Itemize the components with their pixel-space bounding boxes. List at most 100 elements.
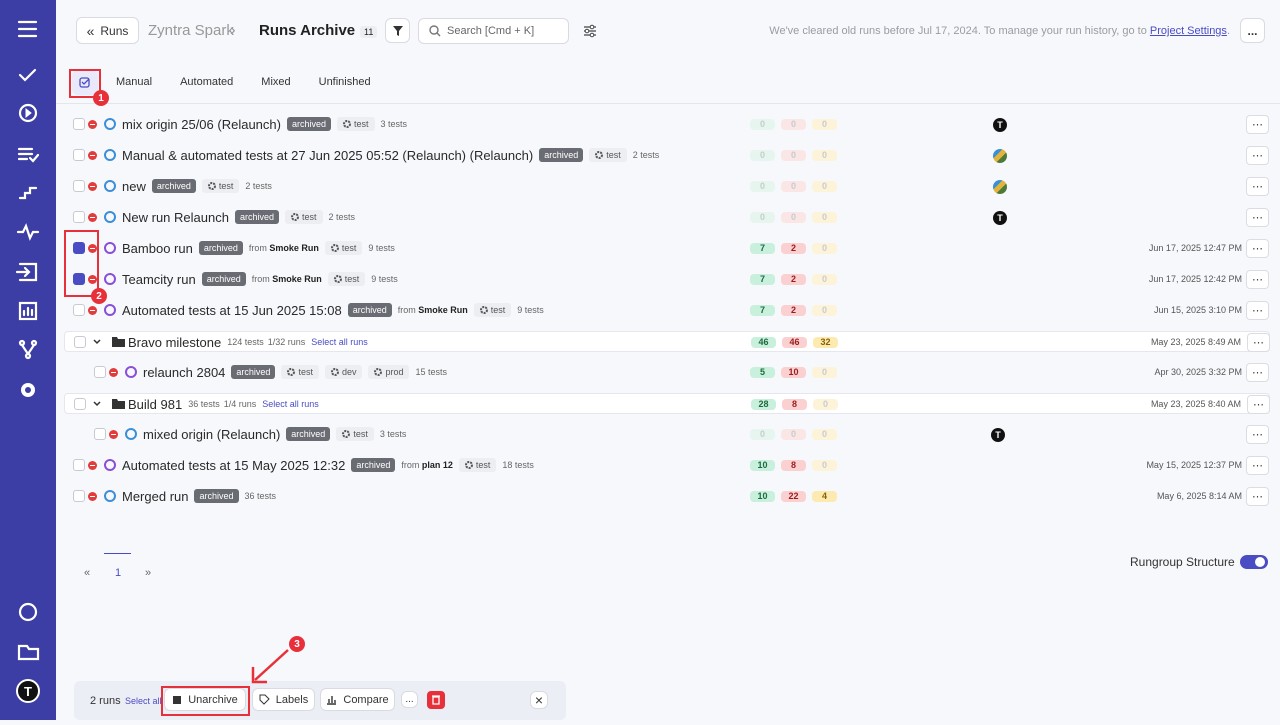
labels-button[interactable]: Labels xyxy=(252,688,315,711)
row-more[interactable]: ⋯ xyxy=(1246,176,1269,196)
row-more[interactable]: ⋯ xyxy=(1246,114,1269,134)
checkbox[interactable] xyxy=(94,428,106,440)
tab[interactable]: Automated xyxy=(180,76,234,88)
run-date: Jun 17, 2025 12:47 PM xyxy=(1148,242,1242,253)
result-count: 5 xyxy=(750,366,775,378)
status-icon xyxy=(88,119,97,129)
row-more[interactable]: ⋯ xyxy=(1246,269,1269,289)
checkbox[interactable] xyxy=(73,242,85,254)
delete-button[interactable] xyxy=(427,691,445,709)
selected-count: 2 runs xyxy=(90,695,121,707)
row-more[interactable]: ⋯ xyxy=(1246,362,1269,382)
settings-sliders[interactable] xyxy=(583,24,597,38)
run-name[interactable]: new xyxy=(122,178,146,194)
avatar: T xyxy=(993,118,1007,132)
back-button[interactable]: «Runs xyxy=(76,17,139,44)
gear-icon xyxy=(479,306,488,314)
run-type-icon xyxy=(104,242,116,254)
status-badge: archived xyxy=(198,241,243,255)
gear-icon xyxy=(343,120,351,128)
source-label: from xyxy=(397,305,416,315)
tab[interactable]: Manual xyxy=(116,76,153,88)
run-type-icon xyxy=(104,273,116,285)
row-content: Merged run archived 36 tests xyxy=(122,481,276,512)
header-more[interactable]: ... xyxy=(1240,18,1265,43)
run-name[interactable]: Teamcity run xyxy=(122,271,196,287)
result-count: 46 xyxy=(782,336,807,348)
prev-page[interactable]: « xyxy=(84,567,91,579)
run-name[interactable]: Build 981 xyxy=(128,396,183,412)
tag: prod xyxy=(368,365,410,379)
compare-button[interactable]: Compare xyxy=(320,688,395,711)
run-name[interactable]: Bamboo run xyxy=(122,240,193,256)
select-tab[interactable] xyxy=(72,70,98,95)
result-count: 0 xyxy=(812,242,837,254)
annotation-number: 2 xyxy=(91,288,107,304)
current-page[interactable]: 1 xyxy=(115,567,122,579)
project-name[interactable]: Zyntra Spark xyxy=(148,22,234,39)
gear-icon xyxy=(595,151,604,159)
status-badge: archived xyxy=(194,489,239,503)
unarchive-button[interactable]: Unarchive xyxy=(164,688,246,711)
run-name[interactable]: New run Relaunch xyxy=(122,209,229,225)
checkbox[interactable] xyxy=(73,304,85,316)
row-more[interactable]: ⋯ xyxy=(1246,238,1269,258)
bulk-more[interactable]: ... xyxy=(401,691,418,708)
gear-icon xyxy=(342,430,351,438)
checkbox[interactable] xyxy=(73,490,85,502)
row-more[interactable]: ⋯ xyxy=(1247,394,1270,414)
row-more[interactable]: ⋯ xyxy=(1246,207,1269,227)
next-page[interactable]: » xyxy=(145,567,152,579)
run-name[interactable]: mixed origin (Relaunch) xyxy=(143,426,281,442)
run-name[interactable]: Bravo milestone xyxy=(128,334,222,350)
row-more[interactable]: ⋯ xyxy=(1246,145,1269,165)
row-more[interactable]: ⋯ xyxy=(1247,332,1270,352)
checkbox[interactable] xyxy=(73,459,85,471)
checkbox[interactable] xyxy=(73,118,85,130)
page-title: Runs Archive xyxy=(259,22,356,39)
run-name[interactable]: Merged run xyxy=(122,488,189,504)
run-name[interactable]: relaunch 2804 xyxy=(143,364,226,380)
run-name[interactable]: Manual & automated tests at 27 Jun 2025 … xyxy=(122,147,534,163)
test-count: 124 tests xyxy=(227,337,264,347)
run-name[interactable]: mix origin 25/06 (Relaunch) xyxy=(122,116,281,132)
tag-label: test xyxy=(344,274,360,284)
checkbox[interactable] xyxy=(94,366,106,378)
checkbox[interactable] xyxy=(73,180,85,192)
rungroup-toggle[interactable] xyxy=(1240,555,1268,569)
source-name: Smoke Run xyxy=(269,243,319,253)
checkbox[interactable] xyxy=(73,149,85,161)
project-settings-link[interactable]: Project Settings xyxy=(1149,25,1227,37)
checkbox[interactable] xyxy=(73,273,85,285)
tag: test xyxy=(284,210,323,224)
labels-label: Labels xyxy=(275,693,309,706)
tag-label: test xyxy=(606,150,621,160)
row-more[interactable]: ⋯ xyxy=(1246,486,1269,506)
result-count: 0 xyxy=(812,149,837,161)
run-name[interactable]: Automated tests at 15 May 2025 12:32 xyxy=(122,457,346,473)
row-more[interactable]: ⋯ xyxy=(1246,424,1269,444)
checkbox[interactable] xyxy=(74,336,86,348)
source-name: Smoke Run xyxy=(272,274,322,284)
tag: test xyxy=(327,272,366,286)
filter-button[interactable] xyxy=(385,18,410,43)
bulk-bar: 2 runs Select all Unarchive Labels Compa… xyxy=(74,681,566,720)
result-count: 7 xyxy=(750,242,775,254)
tab[interactable]: Unfinished xyxy=(318,76,371,88)
search-box[interactable]: Search [Cmd + K] xyxy=(418,18,569,44)
test-count: 2 tests xyxy=(632,150,660,160)
select-all-runs[interactable]: Select all runs xyxy=(262,399,319,409)
select-all-link[interactable]: Select all xyxy=(125,696,161,706)
close-bulk[interactable]: × xyxy=(530,691,548,709)
source: from Smoke Run xyxy=(252,274,322,284)
row-more[interactable]: ⋯ xyxy=(1246,300,1269,320)
row-more[interactable]: ⋯ xyxy=(1246,455,1269,475)
source: from Smoke Run xyxy=(398,305,468,315)
checkbox[interactable] xyxy=(74,398,86,410)
tab[interactable]: Mixed xyxy=(261,76,291,88)
result-count: 0 xyxy=(812,118,837,130)
breadcrumb-separator: › xyxy=(230,20,236,39)
select-all-runs[interactable]: Select all runs xyxy=(311,337,368,347)
checkbox[interactable] xyxy=(73,211,85,223)
run-name[interactable]: Automated tests at 15 Jun 2025 15:08 xyxy=(122,302,342,318)
